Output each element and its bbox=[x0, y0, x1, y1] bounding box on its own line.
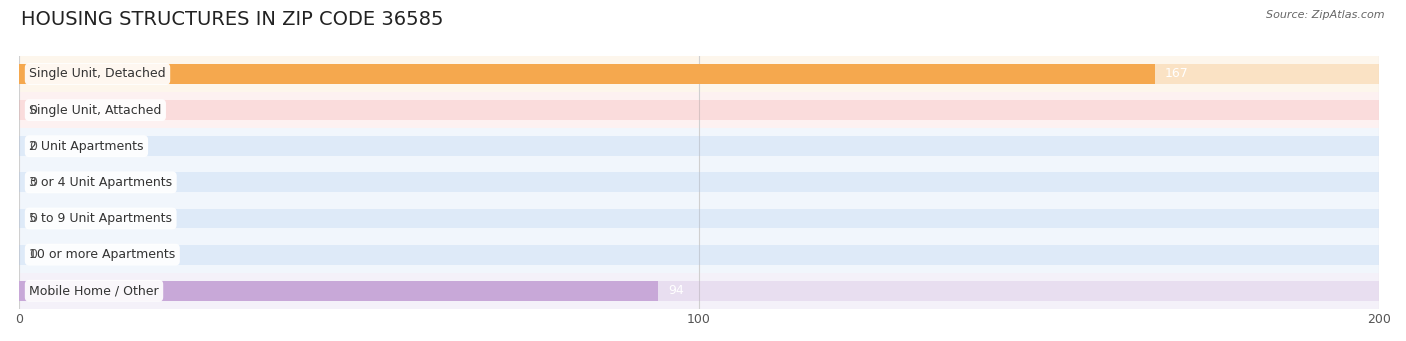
Text: HOUSING STRUCTURES IN ZIP CODE 36585: HOUSING STRUCTURES IN ZIP CODE 36585 bbox=[21, 10, 443, 29]
Bar bbox=[20, 209, 1379, 228]
Text: Mobile Home / Other: Mobile Home / Other bbox=[30, 284, 159, 297]
Bar bbox=[20, 128, 1379, 164]
Bar bbox=[20, 100, 1379, 120]
Bar bbox=[20, 164, 1379, 201]
Text: 5 to 9 Unit Apartments: 5 to 9 Unit Apartments bbox=[30, 212, 172, 225]
Bar bbox=[20, 273, 1379, 309]
Text: 3 or 4 Unit Apartments: 3 or 4 Unit Apartments bbox=[30, 176, 173, 189]
Bar bbox=[20, 237, 1379, 273]
Text: Source: ZipAtlas.com: Source: ZipAtlas.com bbox=[1267, 10, 1385, 20]
Text: 10 or more Apartments: 10 or more Apartments bbox=[30, 248, 176, 261]
Text: Single Unit, Detached: Single Unit, Detached bbox=[30, 68, 166, 80]
Text: 0: 0 bbox=[30, 248, 37, 261]
Bar bbox=[20, 64, 1154, 84]
Text: 0: 0 bbox=[30, 104, 37, 117]
Text: 0: 0 bbox=[30, 140, 37, 153]
Bar bbox=[20, 92, 1379, 128]
Bar bbox=[20, 201, 1379, 237]
Bar bbox=[20, 136, 1379, 156]
Text: 0: 0 bbox=[30, 176, 37, 189]
Bar bbox=[20, 64, 1379, 84]
Text: 167: 167 bbox=[1164, 68, 1188, 80]
Text: 2 Unit Apartments: 2 Unit Apartments bbox=[30, 140, 143, 153]
Text: Single Unit, Attached: Single Unit, Attached bbox=[30, 104, 162, 117]
Bar bbox=[20, 281, 1379, 301]
Text: 94: 94 bbox=[668, 284, 685, 297]
Text: 0: 0 bbox=[30, 212, 37, 225]
Bar bbox=[20, 56, 1379, 92]
Bar bbox=[20, 281, 658, 301]
Bar bbox=[20, 173, 1379, 192]
Bar bbox=[20, 245, 1379, 265]
